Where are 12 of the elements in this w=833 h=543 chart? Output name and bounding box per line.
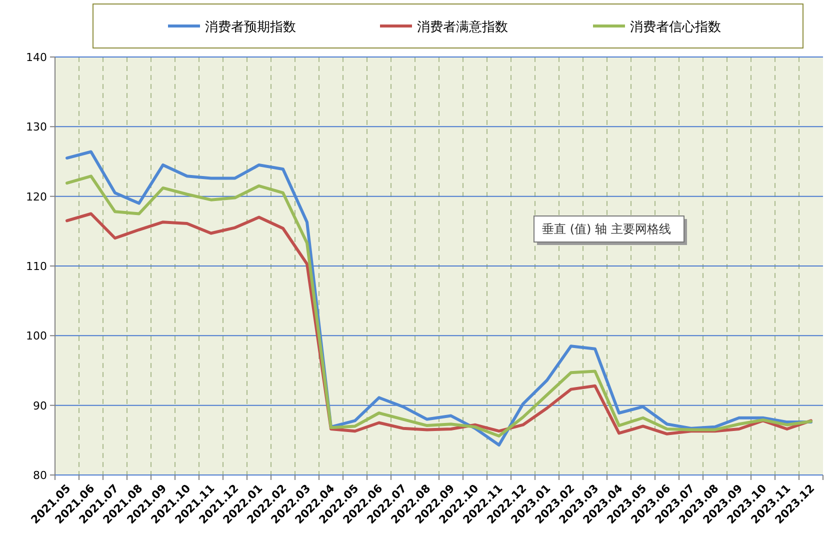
y-tick-label: 110 xyxy=(26,260,47,273)
y-tick-label: 90 xyxy=(33,399,47,412)
annotation: 垂直 (值) 轴 主要网格线 xyxy=(542,222,671,236)
y-tick-label: 80 xyxy=(33,469,47,482)
legend-label: 消费者信心指数 xyxy=(630,19,721,35)
y-tick-label: 100 xyxy=(26,330,47,343)
y-tick-label: 140 xyxy=(26,51,47,64)
y-tick-label: 130 xyxy=(26,120,47,134)
y-tick-label: 120 xyxy=(26,190,47,204)
annotation: 垂直 (值) 轴 主要网格线 xyxy=(534,216,687,245)
legend-label: 消费者满意指数 xyxy=(417,20,508,35)
legend-label: 消费者预期指数 xyxy=(205,20,296,35)
